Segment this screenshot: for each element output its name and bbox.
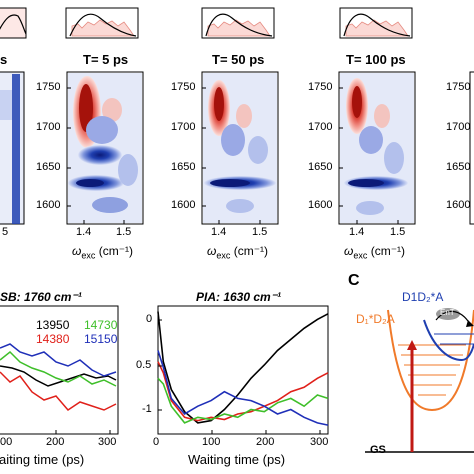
kinetics-left-title: SB: 1760 cm⁻¹ (0, 290, 82, 304)
kinetics-right-title: PIA: 1630 cm⁻¹ (196, 290, 282, 304)
legend-13950: 13950 (36, 318, 70, 332)
omega-subscript: exc (216, 250, 231, 261)
xtick-1-4: 1.4 (211, 226, 227, 238)
spectrum-inset-2 (65, 7, 139, 39)
ytick-1700: 1700 (446, 121, 471, 133)
kinetics-right-ytick-0-5: 0.5 (136, 359, 152, 371)
spectrum-inset-3 (201, 7, 275, 39)
omega-subscript: exc (81, 250, 96, 261)
ytick-1650: 1650 (171, 161, 196, 173)
spectrum-inset-4 (339, 7, 413, 39)
legend-14730: 14730 (84, 318, 118, 332)
xaxis-label-t5: ωexc (cm⁻¹) (72, 244, 133, 260)
ytick-1600: 1600 (308, 199, 333, 211)
kinetics-right-xtick-300: 300 (310, 436, 329, 448)
ytick-1650: 1650 (308, 161, 333, 173)
kinetics-left-xlabel: aiting time (ps) (0, 452, 85, 467)
spectrum-title-t5: T= 5 ps (83, 52, 129, 67)
kinetics-right-ytick-neg1: -1 (142, 403, 152, 415)
spectra-tickmarks (67, 87, 399, 224)
kinetics-right-xlabel: Waiting time (ps) (188, 452, 286, 467)
energy-diagram (365, 308, 474, 453)
ytick-1750: 1750 (171, 81, 196, 93)
unit: (cm⁻¹) (233, 244, 269, 258)
pia-series-group (157, 311, 329, 426)
kinetics-left-plot (0, 305, 119, 435)
spectrum-panel-t5 (66, 71, 144, 225)
spectrum-title-t50: T= 50 ps (212, 52, 265, 67)
ytick-1600: 1600 (171, 199, 196, 211)
panel-letter: C (348, 272, 360, 289)
xtick-1-5: 1.5 (252, 226, 268, 238)
spectrum-panel-t50 (201, 71, 279, 225)
ground-state-label: GS (370, 444, 386, 456)
xtick-1-4: 1.4 (76, 226, 92, 238)
kinetics-right-xtick-0: 0 (153, 436, 160, 448)
ytick-1750: 1750 (446, 81, 471, 93)
kinetics-left-xtick-0: 00 (0, 436, 13, 448)
kinetics-right-ytick-0: 0 (146, 313, 153, 325)
xaxis-label-t50: ωexc (cm⁻¹) (207, 244, 268, 260)
unit: (cm⁻¹) (370, 244, 406, 258)
unit: (cm⁻¹) (98, 244, 134, 258)
omega-symbol: ω (207, 244, 217, 258)
xaxis-label-t100: ωexc (cm⁻¹) (344, 244, 405, 260)
ytick-1650: 1650 (36, 161, 61, 173)
spectrum-panel-t100 (338, 71, 416, 225)
spectrum-inset-1 (0, 7, 27, 39)
spectrum-title-t100: T= 100 ps (346, 52, 406, 67)
kinetics-left-xtick-300: 300 (98, 436, 117, 448)
spectrum-title-0: s (0, 52, 8, 67)
ytick-1750: 1750 (36, 81, 61, 93)
kinetics-right-xtick-100: 100 (202, 436, 221, 448)
kinetics-left-xtick-200: 200 (46, 436, 65, 448)
xtick-1-5: 1.5 (390, 226, 406, 238)
omega-symbol: ω (344, 244, 354, 258)
series-line-13950 (157, 311, 329, 424)
ytick-1750: 1750 (308, 81, 333, 93)
series-line-14380 (157, 361, 329, 422)
xtick-1-5: 1.5 (116, 226, 132, 238)
series-line-15150 (157, 350, 329, 426)
ytick-1700: 1700 (308, 121, 333, 133)
kinetics-right-xtick-200: 200 (256, 436, 275, 448)
kinetics-left-ticks (55, 430, 111, 434)
ytick-1700: 1700 (36, 121, 61, 133)
ytick-1600: 1600 (446, 199, 471, 211)
legend-15150: 15150 (84, 332, 118, 346)
kinetics-right-plot (157, 305, 329, 435)
spectrum-panel-edge (469, 71, 474, 225)
series-line-14730 (157, 377, 329, 424)
ent-label: EnT (440, 308, 455, 317)
legend-14380: 14380 (36, 332, 70, 346)
omega-subscript: exc (353, 250, 368, 261)
energy-label-left: D₁*D₂A (356, 312, 395, 326)
ytick-1700: 1700 (171, 121, 196, 133)
ytick-1600: 1600 (36, 199, 61, 211)
xtick-left: 5 (2, 226, 9, 238)
omega-symbol: ω (72, 244, 82, 258)
xtick-1-4: 1.4 (349, 226, 365, 238)
energy-label-right: D1D₂*A (402, 290, 444, 304)
spectrum-panel-0 (0, 71, 25, 225)
ytick-1650: 1650 (446, 161, 471, 173)
